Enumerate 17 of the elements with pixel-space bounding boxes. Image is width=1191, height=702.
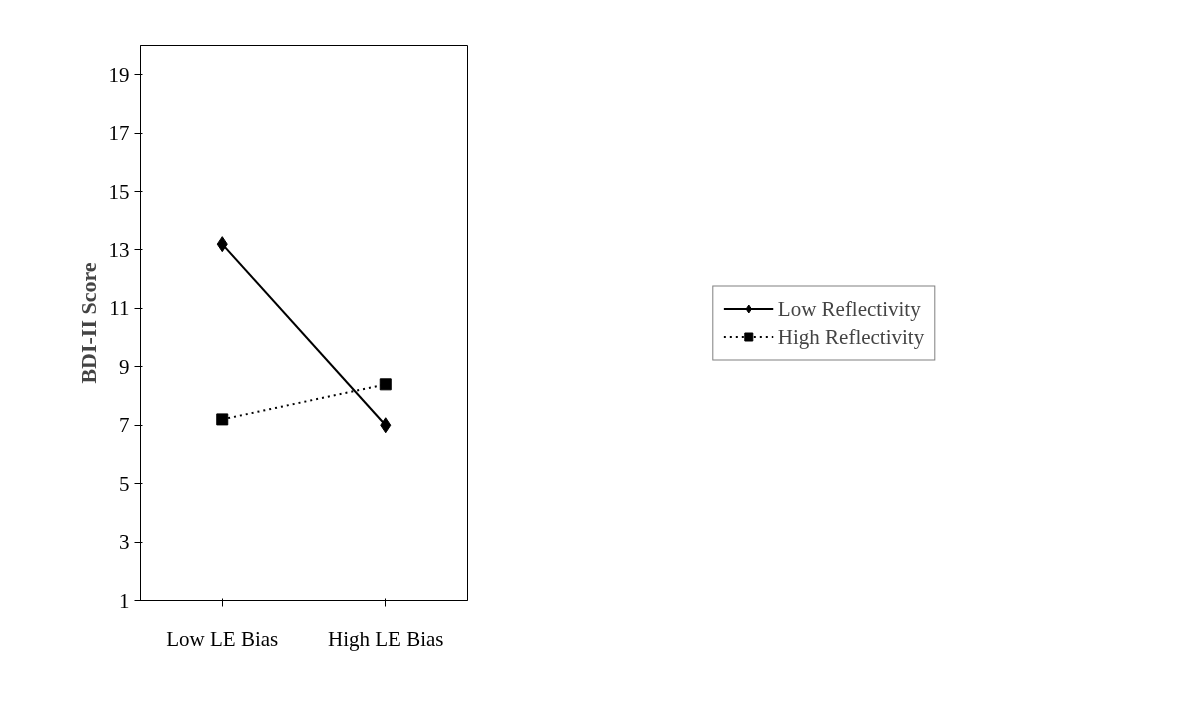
y-tick-label: 3 [119,530,130,555]
legend-label: High Reflectivity [777,324,925,349]
y-tick-label: 5 [119,471,130,496]
y-tick-label: 7 [119,413,130,438]
y-tick-label: 15 [108,179,130,204]
y-tick-label: 1 [119,588,130,613]
point [216,413,229,426]
x-tick-label: Low LE Bias [166,626,279,651]
y-tick-label: 9 [119,354,130,379]
x-tick-label: High LE Bias [328,626,444,651]
y-axis-title: BDI-II Score [75,262,101,384]
legend-label: Low Reflectivity [777,296,921,321]
y-tick-label: 19 [108,62,130,87]
y-tick-label: 17 [108,121,130,146]
y-tick-label: 13 [108,237,130,262]
point [379,378,392,391]
y-tick-label: 11 [109,296,130,321]
